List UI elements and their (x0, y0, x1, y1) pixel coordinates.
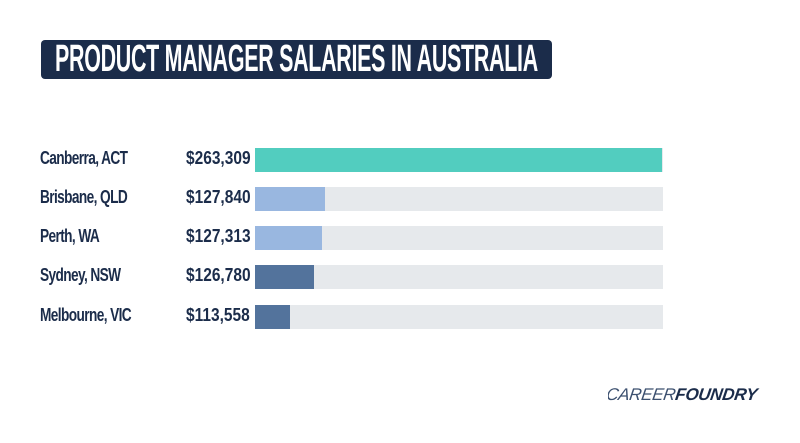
svg-text:CAREERFOUNDRY: CAREERFOUNDRY (608, 385, 760, 404)
